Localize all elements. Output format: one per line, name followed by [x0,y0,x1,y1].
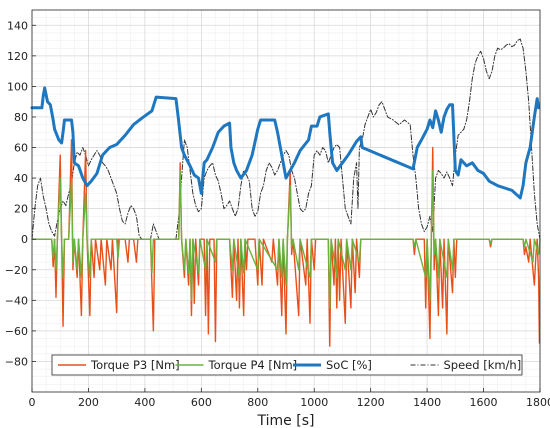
legend-label: Torque P4 [Nm] [208,358,298,372]
x-tick-label: 1600 [470,396,498,409]
x-tick-label: 1400 [413,396,441,409]
legend-label: Torque P3 [Nm] [90,358,180,372]
y-axis-ticks: −80 −60 −40 −20 0 20 40 60 80 100 120 140 [5,19,36,368]
y-tick-label: 0 [21,233,28,246]
x-tick-label: 200 [78,396,99,409]
x-tick-label: 600 [191,396,212,409]
y-tick-label: 120 [7,50,28,63]
y-tick-label: 100 [7,80,28,93]
x-tick-label: 400 [134,396,155,409]
series-layer [30,38,541,347]
legend-box [51,354,523,376]
y-tick-label: −60 [5,325,28,338]
y-tick-label: 20 [14,203,28,216]
y-tick-label: 80 [14,111,28,124]
x-tick-label: 1000 [300,396,328,409]
series-line-torque-p4-nm [31,169,541,309]
x-tick-label: 0 [29,396,36,409]
x-tick-label: 1800 [526,396,550,409]
y-tick-label: −80 [5,355,28,368]
legend-label: SoC [%] [326,358,372,372]
plot-border [31,9,541,393]
x-axis-title: Time [s] [257,413,315,428]
legend-items: Torque P3 [Nm] Torque P4 [Nm] SoC [%] Speed… [58,358,521,372]
x-tick-label: 800 [247,396,268,409]
y-tick-label: 40 [14,172,28,185]
series-line-speed-km-h [31,38,541,240]
y-tick-label: 60 [14,142,28,155]
y-tick-label: −40 [5,294,28,307]
x-tick-label: 1200 [357,396,385,409]
legend: Torque P3 [Nm] Torque P4 [Nm] SoC [%] Speed… [51,354,523,376]
series-line-soc [30,86,541,200]
legend-label: Speed [km/h] [444,358,522,372]
plot-area [30,9,541,393]
y-tick-label: −20 [5,264,28,277]
y-tick-label: 140 [7,19,28,32]
x-axis-ticks: 0 200 400 600 800 1000 1200 1400 1600 1800 [29,388,550,409]
